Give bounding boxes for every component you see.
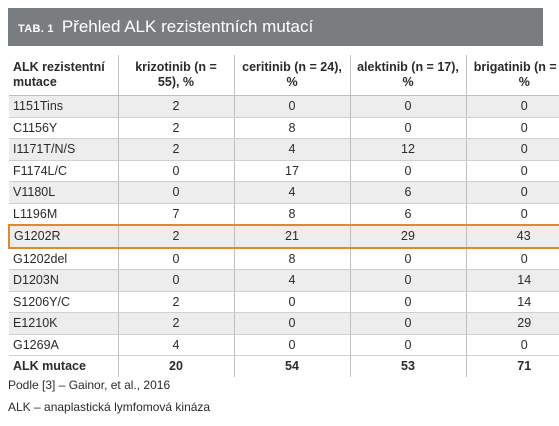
cell-brigatinib: 0	[465, 334, 559, 356]
table-row: F1174L/C 0 17 0 0	[9, 160, 559, 182]
cell-brigatinib: 14	[465, 269, 559, 292]
cell-ceritinib: 0	[233, 312, 350, 335]
cell-brigatinib: 0	[465, 203, 559, 226]
cell-crizotinib: 0	[117, 247, 234, 270]
cell-mutation: I1171T/N/S	[9, 138, 118, 161]
cell-ceritinib: 17	[233, 160, 350, 182]
column-header-alectinib: alektinib (n = 17), %	[349, 55, 466, 96]
cell-alectinib: 29	[349, 224, 466, 249]
cell-alectinib: 0	[349, 334, 466, 356]
cell-brigatinib: 0	[465, 95, 559, 118]
table-row: G1202del 0 8 0 0	[9, 247, 559, 270]
table-row: S1206Y/C 2 0 0 14	[9, 291, 559, 313]
cell-alectinib: 0	[349, 269, 466, 292]
cell-brigatinib: 0	[465, 117, 559, 139]
cell-brigatinib: 14	[465, 291, 559, 313]
cell-ceritinib: 0	[233, 334, 350, 356]
table-row: I1171T/N/S 2 4 12 0	[9, 138, 559, 161]
table-row: 1151Tins 2 0 0 0	[9, 95, 559, 118]
table-row: V1180L 0 4 6 0	[9, 181, 559, 204]
table-number-label: TAB. 1	[18, 23, 54, 35]
table-total-row: ALK mutace 20 54 53 71	[9, 355, 559, 377]
table-row: G1202R 2 21 29 43	[8, 224, 559, 249]
table-title: Přehled ALK rezistentních mutací	[61, 17, 314, 36]
cell-alectinib: 0	[349, 247, 466, 270]
column-header-brigatinib: brigatinib (n = 7), %	[465, 55, 559, 96]
cell-ceritinib: 0	[233, 291, 350, 313]
cell-crizotinib: 7	[117, 203, 234, 226]
cell-crizotinib: 2	[117, 224, 234, 249]
cell-crizotinib: 4	[117, 334, 234, 356]
total-cell-brigatinib: 71	[465, 355, 559, 377]
cell-ceritinib: 21	[233, 224, 350, 249]
cell-ceritinib: 4	[233, 181, 350, 204]
cell-alectinib: 12	[349, 138, 466, 161]
column-header-mutation: ALK rezistentní mutace	[9, 55, 118, 96]
source-note: Podle [3] – Gainor, et al., 2016	[8, 378, 171, 392]
cell-mutation: E1210K	[9, 312, 118, 335]
cell-ceritinib: 8	[233, 117, 350, 139]
cell-mutation: S1206Y/C	[9, 291, 118, 313]
cell-alectinib: 0	[349, 291, 466, 313]
alk-mutations-table: ALK rezistentní mutace krizotinib (n = 5…	[8, 55, 559, 377]
cell-alectinib: 6	[349, 181, 466, 204]
cell-mutation: L1196M	[9, 203, 118, 226]
table-row: E1210K 2 0 0 29	[9, 312, 559, 335]
cell-crizotinib: 0	[117, 181, 234, 204]
cell-alectinib: 6	[349, 203, 466, 226]
cell-mutation: G1202R	[8, 224, 118, 249]
cell-alectinib: 0	[349, 117, 466, 139]
table-notes: Podle [3] – Gainor, et al., 2016 ALK – a…	[8, 376, 210, 420]
cell-mutation: D1203N	[9, 269, 118, 292]
cell-crizotinib: 2	[117, 117, 234, 139]
cell-crizotinib: 0	[117, 160, 234, 182]
cell-brigatinib: 0	[465, 181, 559, 204]
total-cell-ceritinib: 54	[233, 355, 350, 377]
column-header-ceritinib: ceritinib (n = 24), %	[233, 55, 350, 96]
cell-alectinib: 0	[349, 95, 466, 118]
cell-mutation: G1269A	[9, 334, 118, 356]
total-cell-crizotinib: 20	[117, 355, 234, 377]
cell-crizotinib: 2	[117, 138, 234, 161]
cell-mutation: F1174L/C	[9, 160, 118, 182]
table-header-row: ALK rezistentní mutace krizotinib (n = 5…	[9, 55, 559, 96]
cell-mutation: C1156Y	[9, 117, 118, 139]
cell-ceritinib: 8	[233, 247, 350, 270]
abbreviation-note: ALK – anaplastická lymfomová kináza	[8, 400, 211, 414]
total-cell-mutation: ALK mutace	[13, 359, 86, 374]
cell-alectinib: 0	[349, 312, 466, 335]
cell-crizotinib: 2	[117, 95, 234, 118]
table-row: D1203N 0 4 0 14	[9, 269, 559, 292]
total-cell-alectinib: 53	[349, 355, 466, 377]
cell-brigatinib: 0	[465, 138, 559, 161]
cell-ceritinib: 0	[233, 95, 350, 118]
cell-ceritinib: 4	[233, 269, 350, 292]
table-row: G1269A 4 0 0 0	[9, 334, 559, 356]
cell-crizotinib: 0	[117, 269, 234, 292]
cell-brigatinib: 43	[465, 224, 559, 249]
cell-crizotinib: 2	[117, 291, 234, 313]
table-row: C1156Y 2 8 0 0	[9, 117, 559, 139]
cell-ceritinib: 8	[233, 203, 350, 226]
cell-ceritinib: 4	[233, 138, 350, 161]
cell-crizotinib: 2	[117, 312, 234, 335]
cell-brigatinib: 0	[465, 160, 559, 182]
column-header-crizotinib: krizotinib (n = 55), %	[117, 55, 234, 96]
cell-brigatinib: 0	[465, 247, 559, 270]
table-title-bar: TAB. 1 Přehled ALK rezistentních mutací	[8, 8, 543, 46]
cell-alectinib: 0	[349, 160, 466, 182]
cell-mutation: G1202del	[9, 247, 118, 270]
table-row: L1196M 7 8 6 0	[9, 203, 559, 226]
cell-brigatinib: 29	[465, 312, 559, 335]
cell-mutation: V1180L	[9, 181, 118, 204]
cell-mutation: 1151Tins	[9, 95, 118, 118]
